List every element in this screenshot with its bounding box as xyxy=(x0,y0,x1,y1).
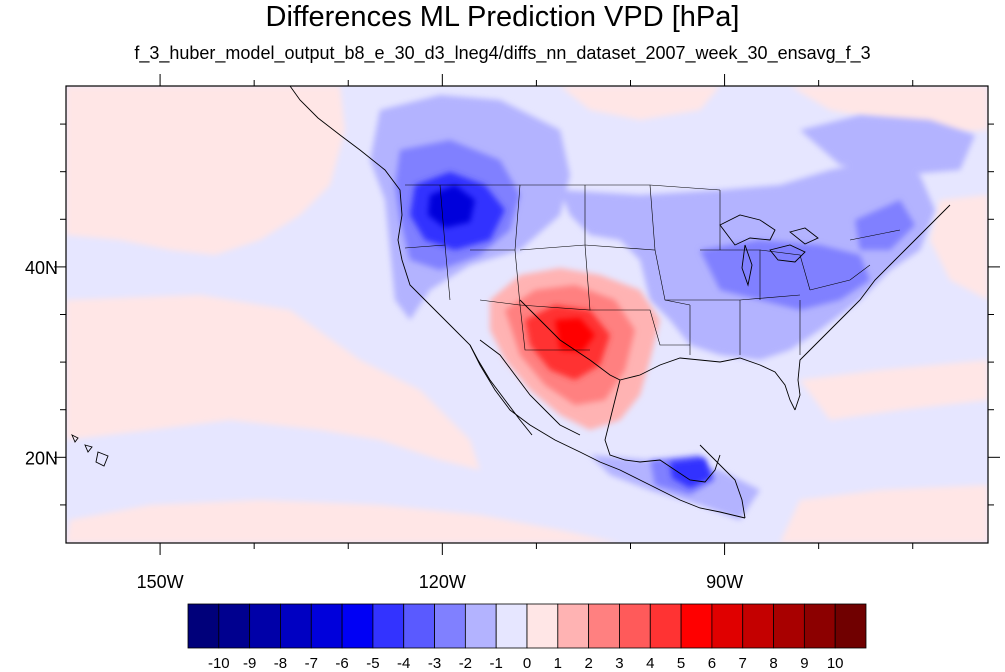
axis-tick-labels: 150W 120W 90W 40N 20N xyxy=(25,258,743,592)
colorbar-label: -7 xyxy=(305,655,318,672)
colorbar-label: 5 xyxy=(677,655,685,672)
colorbar-swatch xyxy=(495,603,528,649)
colorbar-label: -8 xyxy=(274,655,287,672)
colorbar-swatch xyxy=(711,603,744,649)
colorbar-label: 4 xyxy=(646,655,654,672)
colorbar-swatch xyxy=(742,603,774,649)
negative-extreme-regions xyxy=(428,185,475,228)
colorbar-label: 6 xyxy=(708,655,716,672)
colorbar-swatch xyxy=(372,603,405,649)
lat-tick-label: 40N xyxy=(25,258,58,278)
colorbar-label: -1 xyxy=(490,655,503,672)
colorbar: -10 -9 -8 -7 -6 -5 -4 -3 -2 -1 0 1 2 3 4 5 6 7 8 9 10 xyxy=(187,603,867,672)
colorbar-swatch xyxy=(280,603,312,649)
colorbar-label: -3 xyxy=(428,655,441,672)
lat-tick-label: 20N xyxy=(25,448,58,468)
map-subtitle: f_3_huber_model_output_b8_e_30_d3_lneg4/… xyxy=(134,43,871,63)
lon-tick-label: 150W xyxy=(137,572,184,592)
great-lakes xyxy=(719,214,819,287)
colorbar-swatch xyxy=(526,603,559,649)
colorbar-label: -5 xyxy=(366,655,379,672)
colorbar-swatch xyxy=(680,603,713,649)
hawaii-islands xyxy=(71,434,109,467)
colorbar-label: 8 xyxy=(769,655,777,672)
colorbar-swatch xyxy=(649,603,682,649)
colorbar-swatch xyxy=(834,603,867,649)
colorbar-label: -6 xyxy=(335,655,348,672)
colorbar-swatch xyxy=(464,603,497,649)
lon-tick-label: 120W xyxy=(419,572,466,592)
colorbar-label: 0 xyxy=(523,655,531,672)
colorbar-swatch xyxy=(434,603,466,649)
colorbar-swatch xyxy=(403,603,435,649)
colorbar-label: 2 xyxy=(584,655,592,672)
colorbar-swatch xyxy=(557,603,590,649)
colorbar-label: -9 xyxy=(243,655,256,672)
colorbar-label: 3 xyxy=(615,655,623,672)
colorbar-swatch xyxy=(341,603,374,649)
colorbar-swatch xyxy=(773,603,805,649)
map-title: Differences ML Prediction VPD [hPa] xyxy=(265,1,740,33)
colorbar-swatch xyxy=(619,603,651,649)
colorbar-swatch xyxy=(187,603,220,649)
colorbar-swatch xyxy=(218,603,251,649)
axis-ticks xyxy=(54,74,1000,555)
state-borders xyxy=(404,184,901,355)
colorbar-label: 7 xyxy=(739,655,747,672)
colorbar-label: -2 xyxy=(459,655,472,672)
colorbar-label: 10 xyxy=(827,655,844,672)
colorbar-swatch xyxy=(803,603,836,649)
colorbar-label: -4 xyxy=(397,655,410,672)
colorbar-swatch xyxy=(310,603,343,649)
lon-tick-label: 90W xyxy=(706,572,743,592)
colorbar-label: 9 xyxy=(800,655,808,672)
colorbar-label: -10 xyxy=(208,655,230,672)
colorbar-label: 1 xyxy=(554,655,562,672)
mexico-outline xyxy=(469,299,621,436)
colorbar-swatch xyxy=(249,603,281,649)
contour-field xyxy=(66,86,988,543)
positive-small-regions xyxy=(66,86,988,543)
colorbar-swatch xyxy=(588,603,620,649)
